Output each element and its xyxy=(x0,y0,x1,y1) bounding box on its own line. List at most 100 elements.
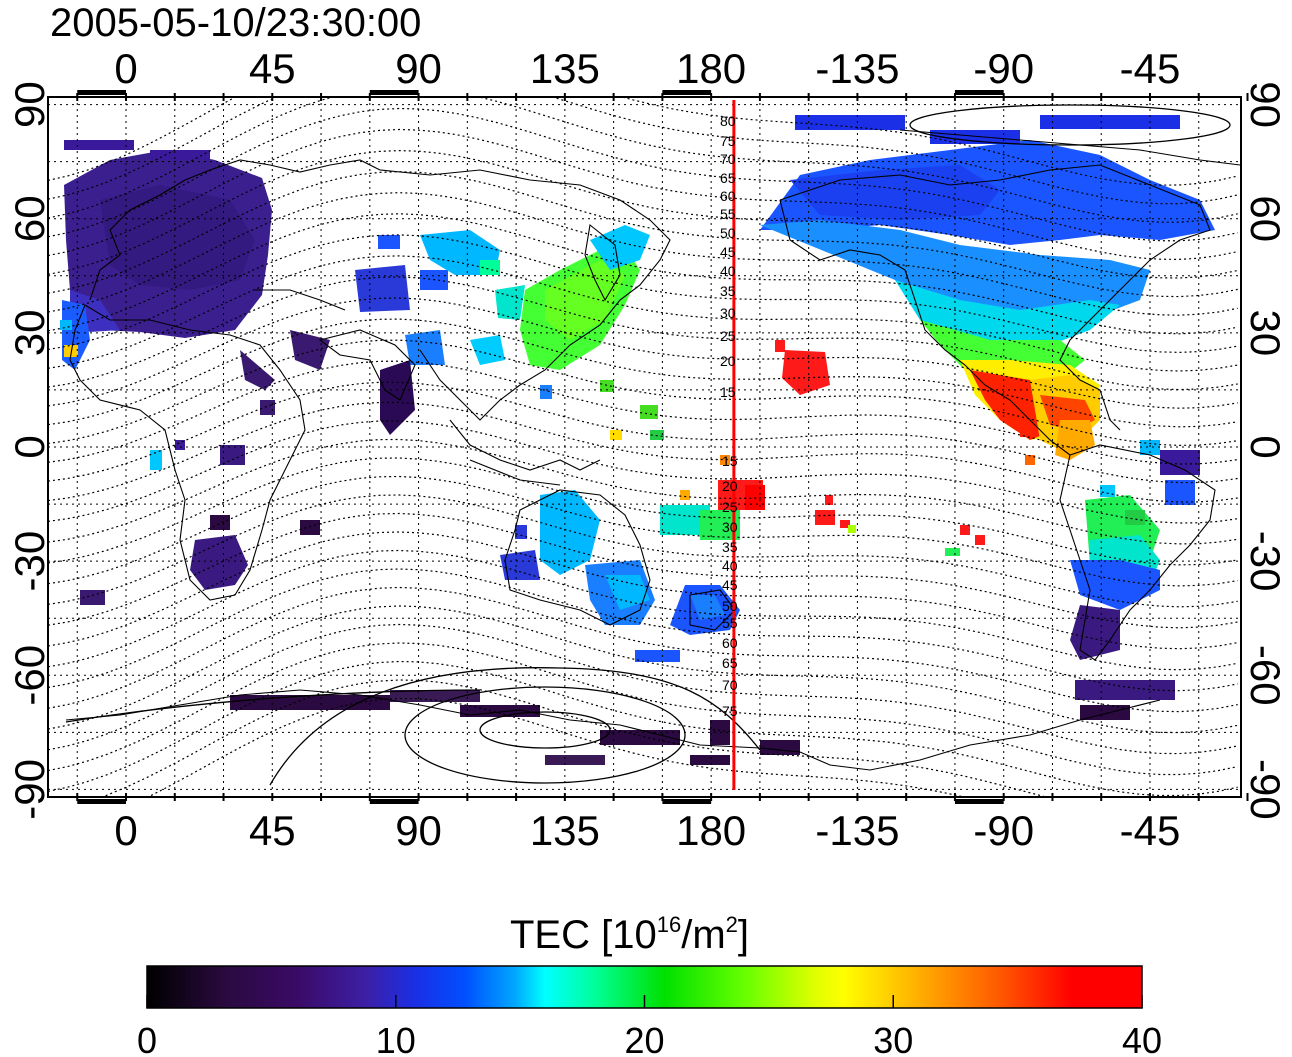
contour-label-north: 45 xyxy=(720,244,736,260)
contour-line xyxy=(99,679,1049,797)
tec-region-north-america xyxy=(760,115,1215,460)
top-lon-tick-label: -45 xyxy=(1120,45,1181,92)
contour-line xyxy=(48,255,1238,372)
colorbar-title-exp2: 2 xyxy=(726,912,738,937)
left-lat-tick-label: 0 xyxy=(6,435,53,458)
top-longitude-ticks: 0 45 90 135 180 -135 -90 -45 xyxy=(114,45,1180,92)
contour-line xyxy=(48,512,1238,629)
contour-label-north: 50 xyxy=(720,225,736,241)
contour-label-north: 80 xyxy=(720,113,736,129)
contour-label-south: 20 xyxy=(722,478,738,494)
colorbar-tick-label: 10 xyxy=(376,1020,416,1057)
bottom-lon-tick-label: 180 xyxy=(676,807,746,854)
frame-bar xyxy=(662,90,712,95)
top-lon-tick-label: 0 xyxy=(114,45,137,92)
contour-line xyxy=(48,339,1238,447)
right-lat-tick-label: 60 xyxy=(1242,195,1289,242)
contour-label-north: 75 xyxy=(720,133,736,149)
left-lat-tick-label: -90 xyxy=(6,759,53,820)
contour-line xyxy=(48,381,1238,484)
tec-region-australia xyxy=(500,490,655,625)
contour-line xyxy=(48,401,1238,503)
tec-region-new-zealand xyxy=(635,455,765,662)
colorbar: TEC [1016/m2] 0 10 20 30 40 xyxy=(137,912,1162,1057)
magnetic-latitude-contours xyxy=(48,97,1238,797)
contour-label-south: 15 xyxy=(722,453,738,469)
bottom-lon-tick-label: -135 xyxy=(815,807,899,854)
contour-line xyxy=(48,605,1238,734)
colorbar-tick-label: 40 xyxy=(1122,1020,1162,1057)
colorbar-tick-label: 30 xyxy=(873,1020,913,1057)
contour-label-north: 70 xyxy=(720,151,736,167)
bottom-longitude-ticks: 0 45 90 135 180 -135 -90 -45 xyxy=(114,807,1180,854)
bottom-lon-tick-label: 90 xyxy=(395,807,442,854)
contour-label-north: 65 xyxy=(720,170,736,186)
colorbar-ticks: 0 10 20 30 40 xyxy=(137,995,1162,1057)
contour-line xyxy=(48,660,1238,797)
contour-line xyxy=(48,586,1238,713)
colorbar-title-main: TEC [10 xyxy=(510,913,657,957)
frame-bar xyxy=(662,799,712,804)
tec-region-south-america xyxy=(945,425,1200,660)
contour-line xyxy=(48,107,1238,242)
right-lat-tick-label: -60 xyxy=(1242,645,1289,706)
top-lon-tick-label: 135 xyxy=(530,45,600,92)
contour-label-north: 55 xyxy=(720,206,736,222)
bottom-lon-tick-label: 0 xyxy=(114,807,137,854)
top-lon-tick-label: -135 xyxy=(815,45,899,92)
top-lon-tick-label: 90 xyxy=(395,45,442,92)
left-lat-tick-label: 90 xyxy=(6,81,53,128)
contour-label-north: 30 xyxy=(720,305,736,321)
frame-bar xyxy=(369,90,419,95)
contour-line xyxy=(48,360,1238,465)
frame-ticks xyxy=(76,90,1249,804)
left-lat-tick-label: -30 xyxy=(6,531,53,592)
contour-line xyxy=(48,97,1238,205)
tec-region-central-pacific xyxy=(775,340,856,533)
frame-bar xyxy=(369,799,419,804)
tec-region-africa xyxy=(80,400,320,605)
contour-label-south: 35 xyxy=(722,539,738,555)
bottom-lon-tick-label: 135 xyxy=(530,807,600,854)
contour-line xyxy=(48,97,1238,186)
top-lon-tick-label: 180 xyxy=(676,45,746,92)
bottom-lon-tick-label: -45 xyxy=(1120,807,1181,854)
frame-bar xyxy=(954,90,1004,95)
right-lat-tick-label: 0 xyxy=(1242,435,1289,458)
colorbar-title-mid: /m xyxy=(681,913,725,957)
contour-line xyxy=(48,149,1238,279)
contour-line xyxy=(48,276,1238,391)
contour-line xyxy=(48,97,1238,223)
contour-line xyxy=(48,642,1238,776)
tec-region-antarctica xyxy=(230,680,1175,765)
frame-bar xyxy=(954,799,1004,804)
contour-line xyxy=(48,475,1238,587)
solid-contours xyxy=(65,104,1231,786)
contour-label-south: 50 xyxy=(722,598,738,614)
contour-line xyxy=(146,697,967,797)
frame-bar xyxy=(77,90,127,95)
left-lat-tick-label: 60 xyxy=(6,195,53,242)
contour-labels: 8075706560555045403530252015152025303540… xyxy=(720,113,738,719)
map-frame xyxy=(47,96,1242,798)
contour-label-south: 30 xyxy=(722,519,738,535)
right-lat-tick-label: 30 xyxy=(1242,310,1289,357)
contour-label-north: 60 xyxy=(720,188,736,204)
coastlines xyxy=(65,129,1241,771)
contour-line xyxy=(48,438,1238,545)
contour-label-south: 75 xyxy=(722,703,738,719)
right-lat-tick-label: -30 xyxy=(1242,531,1289,592)
contour-line xyxy=(48,623,1238,755)
left-latitude-ticks: 90 60 30 0 -30 -60 -90 xyxy=(6,81,53,819)
left-lat-tick-label: 30 xyxy=(6,310,53,357)
contour-line xyxy=(48,457,1238,566)
contour-line xyxy=(48,318,1238,428)
contour-label-south: 25 xyxy=(722,499,738,515)
top-lon-tick-label: 45 xyxy=(249,45,296,92)
bottom-lon-tick-label: 45 xyxy=(249,807,296,854)
contour-line xyxy=(48,128,1238,261)
frame-bar xyxy=(77,799,127,804)
right-lat-tick-label: 90 xyxy=(1242,81,1289,128)
colorbar-title-end: ] xyxy=(738,913,749,957)
